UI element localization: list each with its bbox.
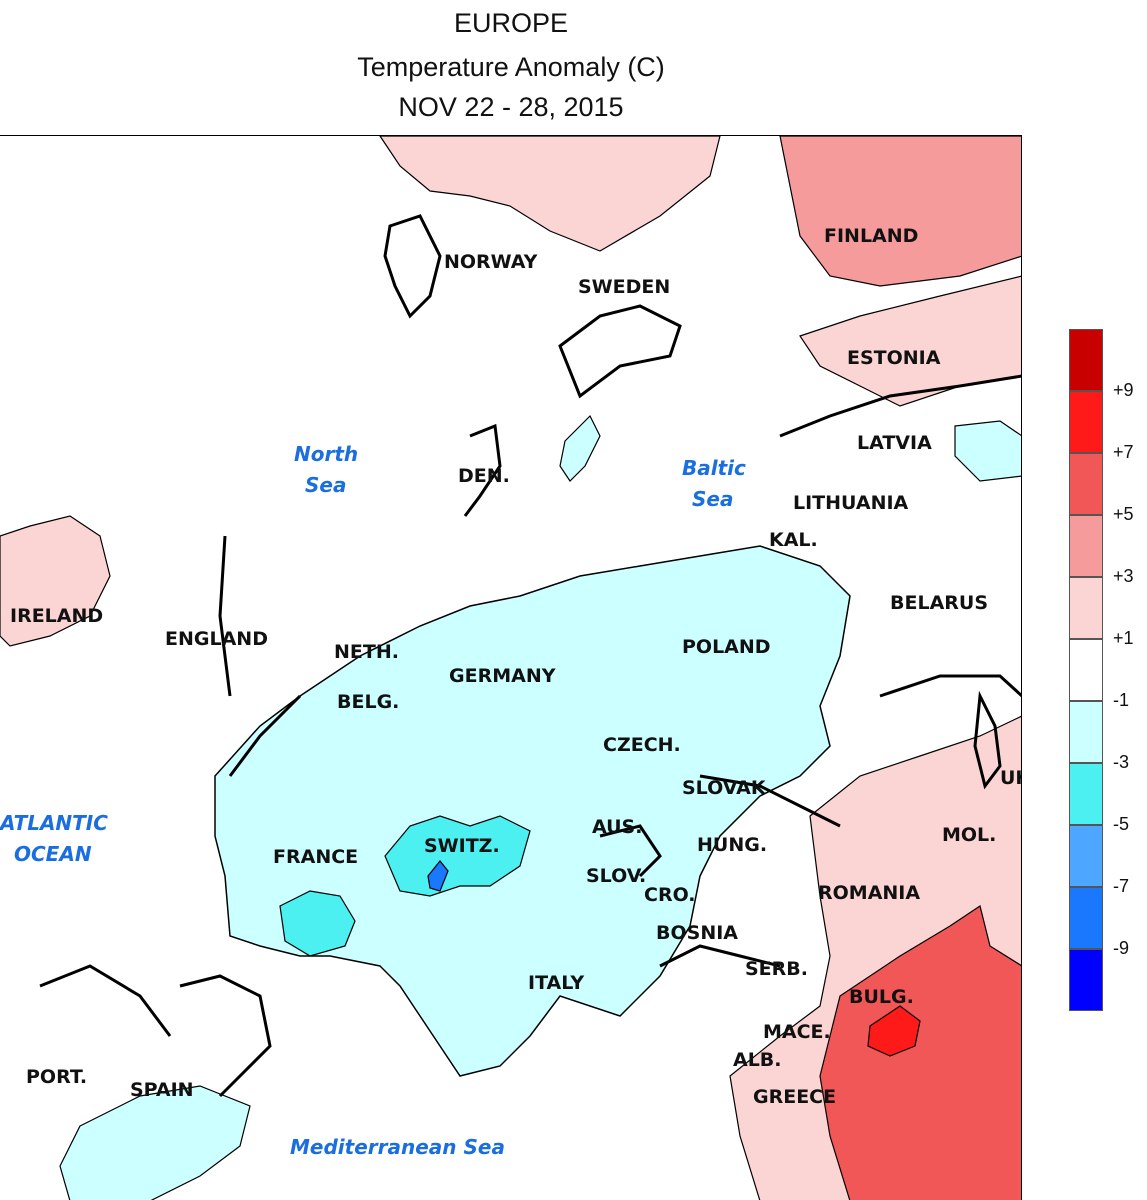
label-port: PORT.: [26, 1066, 87, 1088]
legend-swatch: [1069, 887, 1103, 949]
label-north-sea-line2: Sea: [305, 473, 346, 497]
label-estonia: ESTONIA: [847, 347, 941, 369]
label-alb: ALB.: [733, 1049, 782, 1071]
legend-tick-label: +1: [1113, 628, 1134, 648]
map-date-range: NOV 22 - 28, 2015: [398, 92, 624, 122]
anomaly-map: NORWAY SWEDEN FINLAND ESTONIA LATVIA LIT…: [0, 135, 1022, 1200]
label-atlantic-line1: ATLANTIC: [0, 811, 108, 835]
warm-anomaly-ireland: [0, 515, 111, 647]
warm-anomaly-finland: [779, 136, 1021, 287]
map-subtitle: Temperature Anomaly (C): [357, 52, 665, 82]
label-bosnia: BOSNIA: [656, 922, 738, 944]
label-mediterranean: Mediterranean Sea: [290, 1135, 505, 1159]
legend-swatch: [1069, 329, 1103, 391]
label-baltic-sea-line1: Baltic: [682, 456, 746, 480]
label-neth: NETH.: [334, 641, 399, 663]
legend-swatch: [1069, 391, 1103, 453]
label-sweden: SWEDEN: [578, 276, 670, 298]
legend-tick-label: +9: [1113, 380, 1134, 400]
warm-anomaly-bulgaria-core: [867, 1005, 921, 1057]
label-atlantic-line2: OCEAN: [14, 842, 92, 866]
label-norway: NORWAY: [444, 251, 538, 273]
legend-swatch: [1069, 515, 1103, 577]
legend-swatch: [1069, 453, 1103, 515]
warm-anomaly-scandinavia: [379, 136, 721, 252]
label-slov: SLOV.: [586, 865, 646, 887]
label-baltic-sea-line2: Sea: [692, 487, 733, 511]
legend-swatch: [1069, 763, 1103, 825]
legend-tick-label: +7: [1113, 442, 1134, 462]
label-aus: AUS.: [592, 816, 642, 838]
label-romania: ROMANIA: [818, 882, 920, 904]
zero-contours: [39, 214, 1021, 1098]
label-germany: GERMANY: [449, 665, 556, 687]
label-hung: HUNG.: [697, 834, 767, 856]
warm-anomaly-estonia: [799, 275, 1021, 407]
label-switz: SWITZ.: [424, 835, 500, 857]
legend-tick-label: -5: [1113, 814, 1130, 834]
label-finland: FINLAND: [824, 225, 918, 247]
label-lithuania: LITHUANIA: [793, 492, 909, 514]
map-canvas: NORWAY SWEDEN FINLAND ESTONIA LATVIA LIT…: [0, 136, 1022, 1200]
label-ireland: IRELAND: [10, 605, 103, 627]
legend-tick-label: -3: [1113, 752, 1130, 772]
label-italy: ITALY: [528, 972, 584, 994]
label-france: FRANCE: [273, 846, 358, 868]
legend-tick-label: -1: [1113, 690, 1130, 710]
cold-anomaly-region: [214, 545, 851, 1077]
cold-anomaly-france: [279, 890, 356, 957]
legend-tick-label: +3: [1113, 566, 1134, 586]
label-den: DEN.: [458, 465, 510, 487]
label-uk: UK: [1000, 767, 1022, 789]
label-belarus: BELARUS: [890, 592, 988, 614]
label-bulg: BULG.: [849, 986, 914, 1008]
label-mace: MACE.: [763, 1021, 831, 1043]
legend-swatch: [1069, 639, 1103, 701]
cold-anomaly-sweden: [559, 414, 601, 482]
label-slovak: SLOVAK: [682, 777, 767, 799]
label-latvia: LATVIA: [857, 432, 932, 454]
label-poland: POLAND: [682, 636, 771, 658]
label-belg: BELG.: [337, 691, 399, 713]
warm-anomaly-bulgaria: [819, 905, 1021, 1200]
legend-tick-label: -7: [1113, 876, 1130, 896]
legend-swatch: [1069, 825, 1103, 887]
cold-anomaly-latvia: [954, 420, 1021, 482]
legend-swatch: [1069, 701, 1103, 763]
legend-tick-label: -9: [1113, 938, 1130, 958]
legend-tick-label: +5: [1113, 504, 1134, 524]
label-north-sea-line1: North: [294, 442, 358, 466]
label-czech: CZECH.: [603, 734, 681, 756]
label-mol: MOL.: [942, 824, 996, 846]
legend-swatch: [1069, 949, 1103, 1011]
label-greece: GREECE: [753, 1086, 836, 1108]
cold-anomaly-alps: [384, 815, 531, 897]
label-cro: CRO.: [644, 884, 696, 906]
label-serb: SERB.: [745, 958, 808, 980]
map-title: EUROPE: [453, 8, 569, 38]
label-kal: KAL.: [769, 529, 818, 551]
cold-anomaly-spain: [59, 1085, 251, 1200]
label-spain: SPAIN: [130, 1079, 194, 1101]
cold-anomaly-switzerland-core: [427, 860, 449, 892]
legend-swatch: [1069, 577, 1103, 639]
label-england: ENGLAND: [165, 628, 268, 650]
